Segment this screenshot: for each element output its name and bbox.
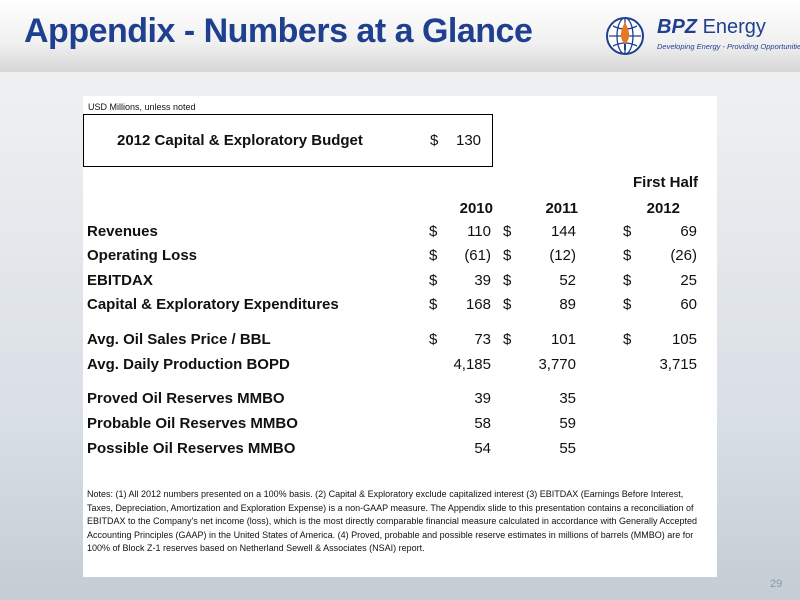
table-cell-value: 105 bbox=[671, 331, 697, 348]
table-cell-value: 73 bbox=[474, 331, 491, 348]
table-cell-value: 168 bbox=[465, 296, 491, 313]
company-logo: BPZ Energy Developing Energy - Providing… bbox=[603, 14, 800, 58]
globe-icon bbox=[606, 17, 644, 55]
table-cell-value: 39 bbox=[474, 272, 491, 289]
table-cell-value: 101 bbox=[550, 331, 576, 348]
table-cell-value: (12) bbox=[549, 247, 576, 264]
column-header-2010: 2010 bbox=[459, 200, 493, 217]
table-cell-currency: $ bbox=[503, 223, 512, 240]
table-cell-currency: $ bbox=[623, 296, 632, 313]
logo-tagline: Developing Energy - Providing Opportunit… bbox=[657, 42, 800, 51]
table-cell-value: 4,185 bbox=[453, 356, 491, 373]
logo-brand-light: Energy bbox=[702, 16, 766, 38]
table-cell-currency: $ bbox=[503, 247, 512, 264]
table-cell-value: 52 bbox=[559, 272, 576, 289]
table-cell-currency: $ bbox=[429, 223, 438, 240]
table-row-label: Possible Oil Reserves MMBO bbox=[87, 440, 296, 457]
units-note: USD Millions, unless noted bbox=[88, 102, 196, 112]
table-row-label: Probable Oil Reserves MMBO bbox=[87, 415, 298, 432]
table-cell-value: 54 bbox=[474, 440, 491, 457]
table-row-label: Proved Oil Reserves MMBO bbox=[87, 390, 285, 407]
table-cell-value: 58 bbox=[474, 415, 491, 432]
table-cell-value: 60 bbox=[680, 296, 697, 313]
table-cell-value: 89 bbox=[559, 296, 576, 313]
table-cell-currency: $ bbox=[623, 272, 632, 289]
table-row-label: EBITDAX bbox=[87, 272, 153, 289]
table-row-label: Avg. Oil Sales Price / BBL bbox=[87, 331, 271, 348]
budget-box: 2012 Capital & Exploratory Budget $ 130 bbox=[83, 114, 493, 167]
table-cell-currency: $ bbox=[503, 331, 512, 348]
notes-text: Notes: (1) All 2012 numbers presented on… bbox=[87, 489, 698, 553]
table-cell-value: 59 bbox=[559, 415, 576, 432]
table-cell-currency: $ bbox=[503, 296, 512, 313]
logo-brand-bold: BPZ bbox=[657, 16, 697, 38]
budget-label: 2012 Capital & Exploratory Budget bbox=[117, 132, 363, 149]
table-cell-value: (26) bbox=[670, 247, 697, 264]
header-band bbox=[0, 0, 800, 72]
table-cell-value: 3,770 bbox=[538, 356, 576, 373]
table-row-label: Operating Loss bbox=[87, 247, 198, 264]
table-row-label: Avg. Daily Production BOPD bbox=[87, 356, 290, 373]
table-cell-value: 55 bbox=[559, 440, 576, 457]
content-panel: USD Millions, unless noted 2012 Capital … bbox=[83, 96, 717, 577]
table-cell-currency: $ bbox=[503, 272, 512, 289]
table-cell-currency: $ bbox=[429, 247, 438, 264]
table-cell-value: 35 bbox=[559, 390, 576, 407]
header-first-half: First Half bbox=[632, 174, 698, 191]
table-row-label: Capital & Exploratory Expenditures bbox=[87, 296, 339, 313]
table-row-label: Revenues bbox=[87, 223, 158, 240]
table-cell-currency: $ bbox=[429, 296, 438, 313]
column-header-2011: 2011 bbox=[545, 200, 578, 217]
page-title: Appendix - Numbers at a Glance bbox=[24, 12, 533, 50]
table-cell-currency: $ bbox=[429, 272, 438, 289]
table-cell-value: 3,715 bbox=[659, 356, 697, 373]
table-cell-value: 110 bbox=[467, 223, 491, 240]
table-cell-value: 144 bbox=[550, 223, 576, 240]
table-cell-value: 39 bbox=[474, 390, 491, 407]
budget-value: 130 bbox=[456, 132, 482, 149]
table-cell-value: 25 bbox=[680, 272, 697, 289]
table-cell-value: 69 bbox=[680, 223, 697, 240]
table-cell-value: (61) bbox=[464, 247, 491, 264]
table-cell-currency: $ bbox=[429, 331, 438, 348]
table-cell-currency: $ bbox=[623, 247, 632, 264]
table-cell-currency: $ bbox=[623, 223, 632, 240]
budget-dollar: $ bbox=[430, 132, 439, 149]
page-number: 29 bbox=[770, 578, 783, 590]
column-header-2012: 2012 bbox=[646, 200, 680, 217]
table-cell-currency: $ bbox=[623, 331, 632, 348]
